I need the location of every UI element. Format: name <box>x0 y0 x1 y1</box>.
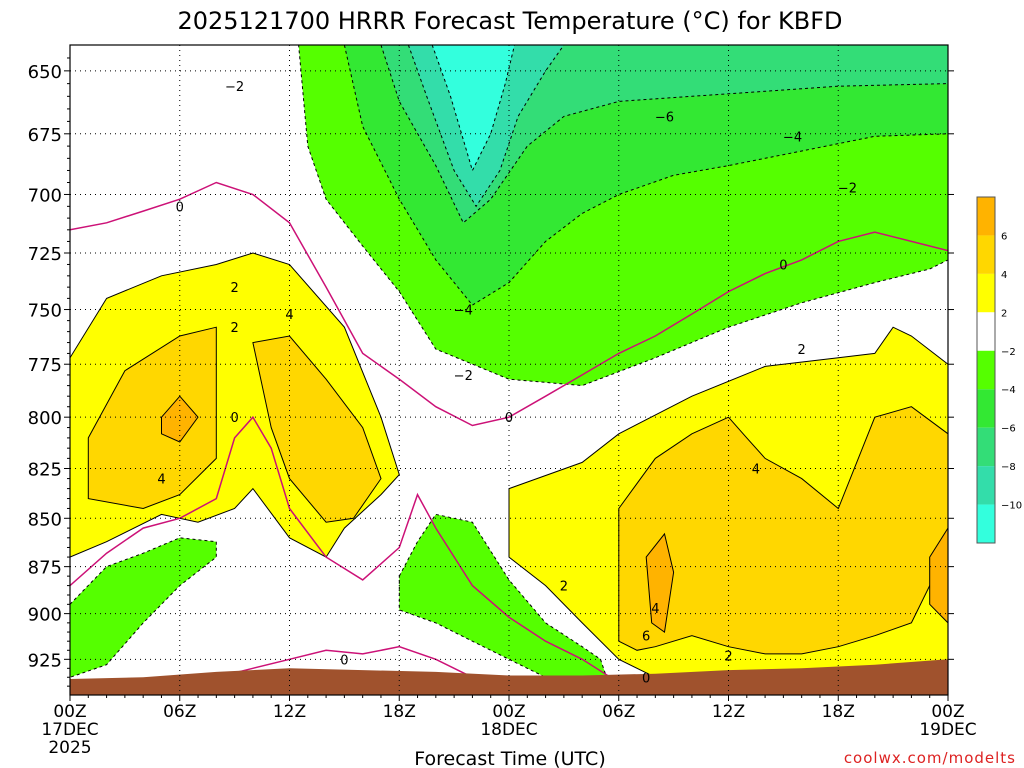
contour-label: 0 <box>505 411 513 426</box>
y-tick-label: 675 <box>28 125 62 146</box>
contour-label: 2 <box>560 580 568 595</box>
legend-swatch <box>977 504 995 543</box>
x-tick-date: 18DEC <box>480 720 537 740</box>
y-tick-label: 825 <box>28 459 62 480</box>
x-tick-label: 00Z <box>492 702 525 722</box>
temperature-region-plus4 <box>87 326 217 510</box>
contour-label: 2 <box>724 650 732 665</box>
x-tick-label: 12Z <box>712 702 745 722</box>
legend-swatch <box>977 235 995 274</box>
x-tick-label: 18Z <box>822 702 855 722</box>
temperature-region-plus6 <box>161 395 199 443</box>
y-tick-label: 800 <box>28 408 62 429</box>
legend-label: 6 <box>1001 231 1007 242</box>
x-tick-year: 2025 <box>48 738 91 758</box>
x-tick-label: 12Z <box>273 702 306 722</box>
contour-label: 4 <box>157 473 165 488</box>
y-tick-label: 900 <box>28 605 62 626</box>
x-tick-label: 18Z <box>383 702 416 722</box>
legend-swatch <box>977 312 995 351</box>
legend-frame <box>976 196 996 544</box>
legend-swatch <box>977 350 995 390</box>
x-tick-date: 19DEC <box>919 720 976 740</box>
y-tick-label: 650 <box>28 62 62 83</box>
legend-label: −10 <box>1001 501 1022 512</box>
legend-label: 2 <box>1001 308 1007 319</box>
contour-label: −4 <box>783 130 802 145</box>
contour-label: 6 <box>642 630 650 645</box>
legend-label: −2 <box>1001 347 1016 358</box>
freezing-contour-line <box>216 645 473 679</box>
x-tick-label: 00Z <box>931 702 964 722</box>
temperature-region-plus4 <box>252 335 382 523</box>
y-tick-label: 925 <box>28 650 62 671</box>
contour-label: 4 <box>752 462 760 477</box>
contour-label: −2 <box>225 80 244 95</box>
legend-swatch <box>977 466 995 505</box>
contour-label: 0 <box>340 653 348 668</box>
contour-label: 0 <box>176 200 184 215</box>
contour-label: 4 <box>285 308 293 323</box>
credit-text: coolwx.com/modelts <box>844 749 1016 767</box>
y-tick-label: 725 <box>28 244 62 265</box>
contour-label: 2 <box>230 281 238 296</box>
temperature-region-minus10 <box>431 45 516 172</box>
y-tick-label: 750 <box>28 301 62 322</box>
y-tick-label: 875 <box>28 558 62 579</box>
axes: 65067570072575077580082585087590092500Z1… <box>28 44 977 758</box>
contour-label: 2 <box>798 343 806 358</box>
y-tick-label: 700 <box>28 185 62 206</box>
x-tick-label: 00Z <box>53 702 86 722</box>
legend-label: −4 <box>1001 385 1016 396</box>
contour-label: 0 <box>642 671 650 686</box>
x-tick-label: 06Z <box>163 702 196 722</box>
chart-title: 2025121700 HRRR Forecast Temperature (°C… <box>177 7 842 35</box>
temperature-region-minus2 <box>398 513 611 691</box>
temperature-region-minus2 <box>70 537 217 678</box>
legend-label: 4 <box>1001 270 1007 281</box>
contour-label: 0 <box>230 411 238 426</box>
legend-label: −6 <box>1001 424 1016 435</box>
contour-label: 0 <box>779 258 787 273</box>
contour-label: 4 <box>651 602 659 617</box>
legend-swatch <box>977 273 995 313</box>
contour-label: −2 <box>454 369 473 384</box>
x-tick-date: 17DEC <box>41 720 98 740</box>
temperature-region-plus6 <box>645 532 675 633</box>
temperature-region-plus6 <box>929 527 948 624</box>
legend-label: −8 <box>1001 462 1016 473</box>
freezing-contour-line <box>70 415 656 691</box>
legend-swatch <box>977 427 995 467</box>
y-tick-label: 850 <box>28 509 62 530</box>
freezing-contour-line <box>70 181 948 427</box>
contour-label: −4 <box>454 304 473 319</box>
legend: 6 4 2 −2 −4 −6 −8 −10 <box>976 196 1022 544</box>
contour-label: 2 <box>230 321 238 336</box>
y-tick-label: 775 <box>28 355 62 376</box>
contour-label: −6 <box>655 110 674 125</box>
x-axis-label: Forecast Time (UTC) <box>414 748 605 768</box>
x-tick-label: 06Z <box>602 702 635 722</box>
legend-swatch <box>977 197 995 236</box>
ground-terrain <box>70 659 948 695</box>
legend-swatch <box>977 389 995 428</box>
contour-label: −2 <box>838 181 857 196</box>
